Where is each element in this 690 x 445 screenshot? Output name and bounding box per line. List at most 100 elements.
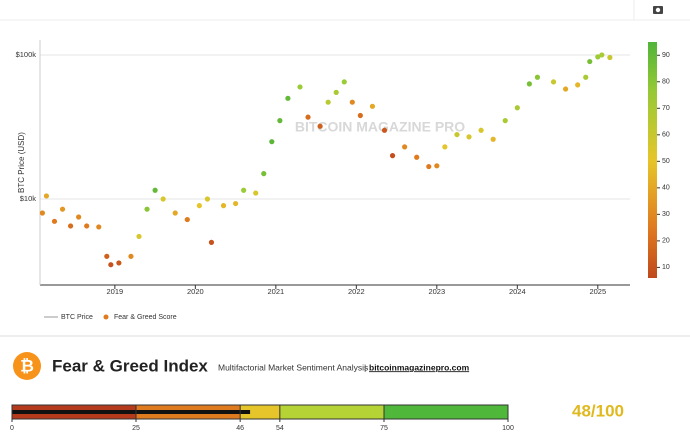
legend-label: BTC Price — [61, 314, 93, 321]
data-point — [184, 216, 190, 223]
data-point — [128, 253, 134, 259]
data-point — [196, 203, 202, 209]
data-point — [285, 95, 291, 101]
data-point — [575, 82, 581, 88]
data-point — [357, 112, 363, 119]
data-point — [277, 118, 283, 124]
data-point — [317, 123, 323, 129]
y-axis-label: BTC Price (USD) — [17, 132, 26, 193]
gauge-tick-label: 100 — [502, 425, 514, 432]
colorbar-tick-label: 30 — [662, 211, 670, 218]
gauge-tick-label: 54 — [276, 425, 284, 432]
data-point — [325, 99, 331, 105]
data-point — [349, 99, 355, 105]
chart-card — [0, 0, 690, 336]
data-point — [51, 218, 58, 224]
data-point — [434, 163, 440, 169]
gauge-value-bar — [12, 410, 251, 414]
data-point — [389, 153, 396, 159]
data-point — [108, 262, 114, 268]
colorbar-tick-label: 60 — [662, 132, 670, 139]
data-point — [208, 239, 215, 245]
data-point — [402, 144, 408, 150]
data-point — [341, 79, 347, 85]
source-link[interactable]: bitcoinmagazinepro.com — [369, 362, 470, 372]
gauge-band — [279, 405, 384, 419]
y-tick-label: $10k — [20, 194, 37, 203]
data-point — [563, 86, 569, 92]
data-point — [381, 127, 388, 133]
data-point — [144, 206, 150, 212]
data-point — [269, 139, 275, 145]
data-point — [595, 54, 601, 60]
x-tick-label: 2023 — [428, 287, 445, 296]
data-point — [220, 203, 227, 209]
colorbar-tick-label: 80 — [662, 79, 670, 86]
gauge-title: Fear & Greed Index — [52, 356, 208, 375]
data-point — [152, 187, 158, 193]
colorbar-tick-label: 90 — [662, 52, 670, 59]
gauge-tick-label: 75 — [380, 425, 388, 432]
bitcoin-symbol: ₿ — [20, 356, 34, 375]
data-point — [426, 163, 432, 170]
data-point — [261, 171, 267, 177]
data-point — [583, 74, 589, 80]
data-point — [96, 224, 102, 230]
data-point — [136, 233, 142, 240]
data-point — [414, 154, 420, 160]
x-tick-label: 2020 — [187, 287, 204, 296]
colorbar-tick-label: 10 — [662, 264, 670, 271]
data-point — [160, 196, 166, 202]
colorbar — [648, 42, 657, 278]
gauge-band — [384, 405, 508, 419]
camera-icon[interactable] — [653, 6, 663, 14]
legend-dot — [103, 314, 109, 320]
data-point — [333, 89, 339, 95]
data-point — [43, 193, 50, 199]
colorbar-tick-label: 40 — [662, 185, 670, 192]
watermark: BITCOIN MAGAZINE PRO — [295, 119, 465, 135]
x-tick-label: 2019 — [107, 287, 124, 296]
gauge-tick-label: 46 — [236, 425, 244, 432]
data-point — [67, 223, 74, 229]
data-point — [454, 131, 460, 138]
gauge-tick-label: 0 — [10, 425, 14, 432]
data-point — [466, 134, 472, 140]
data-point — [232, 200, 239, 207]
x-tick-label: 2022 — [348, 287, 365, 296]
data-point — [490, 136, 496, 142]
data-point — [526, 81, 532, 87]
separator: | — [364, 362, 366, 372]
y-tick-label: $100k — [16, 50, 37, 59]
data-point — [39, 210, 46, 216]
gauge-subtitle: Multifactorial Market Sentiment Analysis — [218, 362, 368, 372]
gauge-value-label: 48/100 — [572, 401, 624, 420]
gauge-tick-label: 25 — [132, 425, 140, 432]
data-point — [241, 187, 247, 193]
data-point — [550, 79, 557, 85]
data-point — [59, 206, 66, 212]
legend-label: Fear & Greed Score — [114, 314, 177, 321]
data-point — [607, 54, 613, 61]
data-point — [204, 196, 211, 202]
data-point — [599, 52, 605, 58]
x-tick-label: 2021 — [267, 287, 284, 296]
data-point — [478, 127, 484, 133]
colorbar-tick-label: 20 — [662, 238, 670, 245]
data-point — [587, 58, 593, 65]
data-point — [369, 103, 376, 109]
x-tick-label: 2025 — [589, 287, 606, 296]
x-tick-label: 2024 — [509, 287, 526, 296]
colorbar-tick-label: 50 — [662, 158, 670, 165]
data-point — [172, 210, 178, 216]
data-point — [76, 214, 82, 220]
data-point — [116, 260, 122, 266]
colorbar-tick-label: 70 — [662, 105, 670, 112]
data-point — [305, 114, 311, 120]
data-point — [534, 74, 541, 80]
data-point — [502, 118, 508, 124]
data-point — [297, 84, 303, 90]
data-point — [514, 105, 520, 111]
